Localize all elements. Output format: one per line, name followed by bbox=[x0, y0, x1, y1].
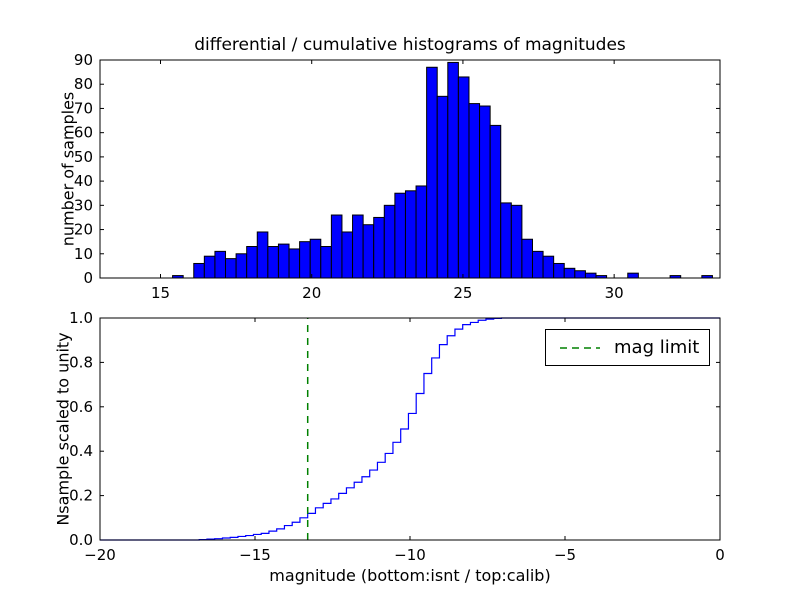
histogram-bar bbox=[584, 272, 597, 279]
histogram-bar bbox=[320, 246, 332, 279]
top-y-axis-label: number of samples bbox=[58, 91, 78, 247]
histogram-bar bbox=[627, 272, 639, 279]
top-y-tick-label: 10 bbox=[74, 245, 93, 263]
top-y-tick-label: 50 bbox=[74, 148, 93, 166]
legend-label: mag limit bbox=[614, 337, 700, 358]
histogram-bar bbox=[203, 255, 216, 279]
bottom-y-tick-label: 1.0 bbox=[69, 309, 93, 327]
histogram-bar bbox=[246, 246, 258, 279]
histogram-bar bbox=[373, 216, 385, 279]
histogram-bar bbox=[330, 214, 343, 279]
histogram-bar bbox=[277, 243, 290, 279]
histogram-bar bbox=[288, 248, 301, 279]
histogram-bar bbox=[531, 250, 544, 279]
histogram-bar bbox=[479, 105, 491, 279]
histogram-bar bbox=[341, 231, 354, 279]
bottom-x-tick-label: −10 bbox=[394, 546, 426, 564]
histogram-bar bbox=[309, 238, 322, 279]
histogram-bar bbox=[352, 214, 364, 279]
histogram-bar bbox=[214, 250, 227, 279]
bottom-y-tick-label: 0.2 bbox=[69, 487, 93, 505]
axes-frame bbox=[99, 59, 721, 279]
bottom-x-tick-label: 0 bbox=[715, 546, 725, 564]
histogram-bar bbox=[574, 270, 586, 279]
histogram-bar bbox=[457, 76, 470, 279]
histogram-bar bbox=[542, 255, 555, 279]
histogram-bar bbox=[553, 262, 565, 279]
cumulative-step-curve bbox=[100, 317, 720, 541]
histogram-bar bbox=[489, 124, 502, 279]
bottom-x-tick-label: −5 bbox=[554, 546, 576, 564]
top-y-tick-label: 40 bbox=[74, 172, 93, 190]
top-y-tick-label: 20 bbox=[74, 221, 93, 239]
top-y-tick-label: 80 bbox=[74, 75, 93, 93]
top-x-tick-label: 30 bbox=[605, 284, 624, 302]
bottom-y-tick-label: 0.8 bbox=[69, 353, 93, 371]
histogram-bar bbox=[426, 66, 438, 279]
bottom-x-tick-label: −20 bbox=[84, 546, 116, 564]
bottom-y-tick-label: 0.4 bbox=[69, 442, 93, 460]
x-axis-label: magnitude (bottom:isnt / top:calib) bbox=[269, 566, 551, 585]
histogram-bar bbox=[563, 267, 576, 279]
histogram-bar bbox=[404, 190, 417, 279]
histogram-bar bbox=[500, 202, 512, 279]
legend: mag limit bbox=[545, 329, 710, 366]
chart-title: differential / cumulative histograms of … bbox=[194, 35, 626, 55]
histogram-bar bbox=[235, 253, 248, 279]
histogram-bar bbox=[362, 224, 375, 279]
top-y-tick-label: 0 bbox=[83, 269, 93, 287]
histogram-bar bbox=[225, 258, 237, 279]
bottom-y-axis-label: Nsample scaled to unity bbox=[53, 332, 73, 526]
histogram-bar bbox=[447, 61, 459, 279]
top-y-tick-label: 70 bbox=[74, 99, 93, 117]
top-x-tick-label: 20 bbox=[302, 284, 321, 302]
top-y-tick-label: 30 bbox=[74, 196, 93, 214]
top-y-tick-label: 90 bbox=[74, 51, 93, 69]
top-x-tick-label: 25 bbox=[453, 284, 472, 302]
bottom-y-tick-label: 0.6 bbox=[69, 398, 93, 416]
histogram-bar bbox=[193, 262, 205, 279]
top-x-tick-label: 15 bbox=[151, 284, 170, 302]
histogram-bar bbox=[521, 238, 533, 279]
histogram-bar bbox=[383, 204, 396, 279]
histogram-bar bbox=[436, 95, 449, 279]
top-y-tick-label: 60 bbox=[74, 124, 93, 142]
histogram-bar bbox=[267, 246, 279, 279]
histogram-bar bbox=[510, 204, 523, 279]
histogram-bar bbox=[468, 103, 481, 279]
bottom-x-tick-label: −15 bbox=[239, 546, 271, 564]
histogram-bar bbox=[256, 231, 269, 279]
histogram-bar bbox=[299, 241, 311, 279]
bottom-y-tick-label: 0.0 bbox=[69, 531, 93, 549]
histogram-bar bbox=[394, 192, 406, 279]
histogram-bar bbox=[415, 185, 428, 279]
mag-limit-line-sample bbox=[560, 346, 600, 349]
